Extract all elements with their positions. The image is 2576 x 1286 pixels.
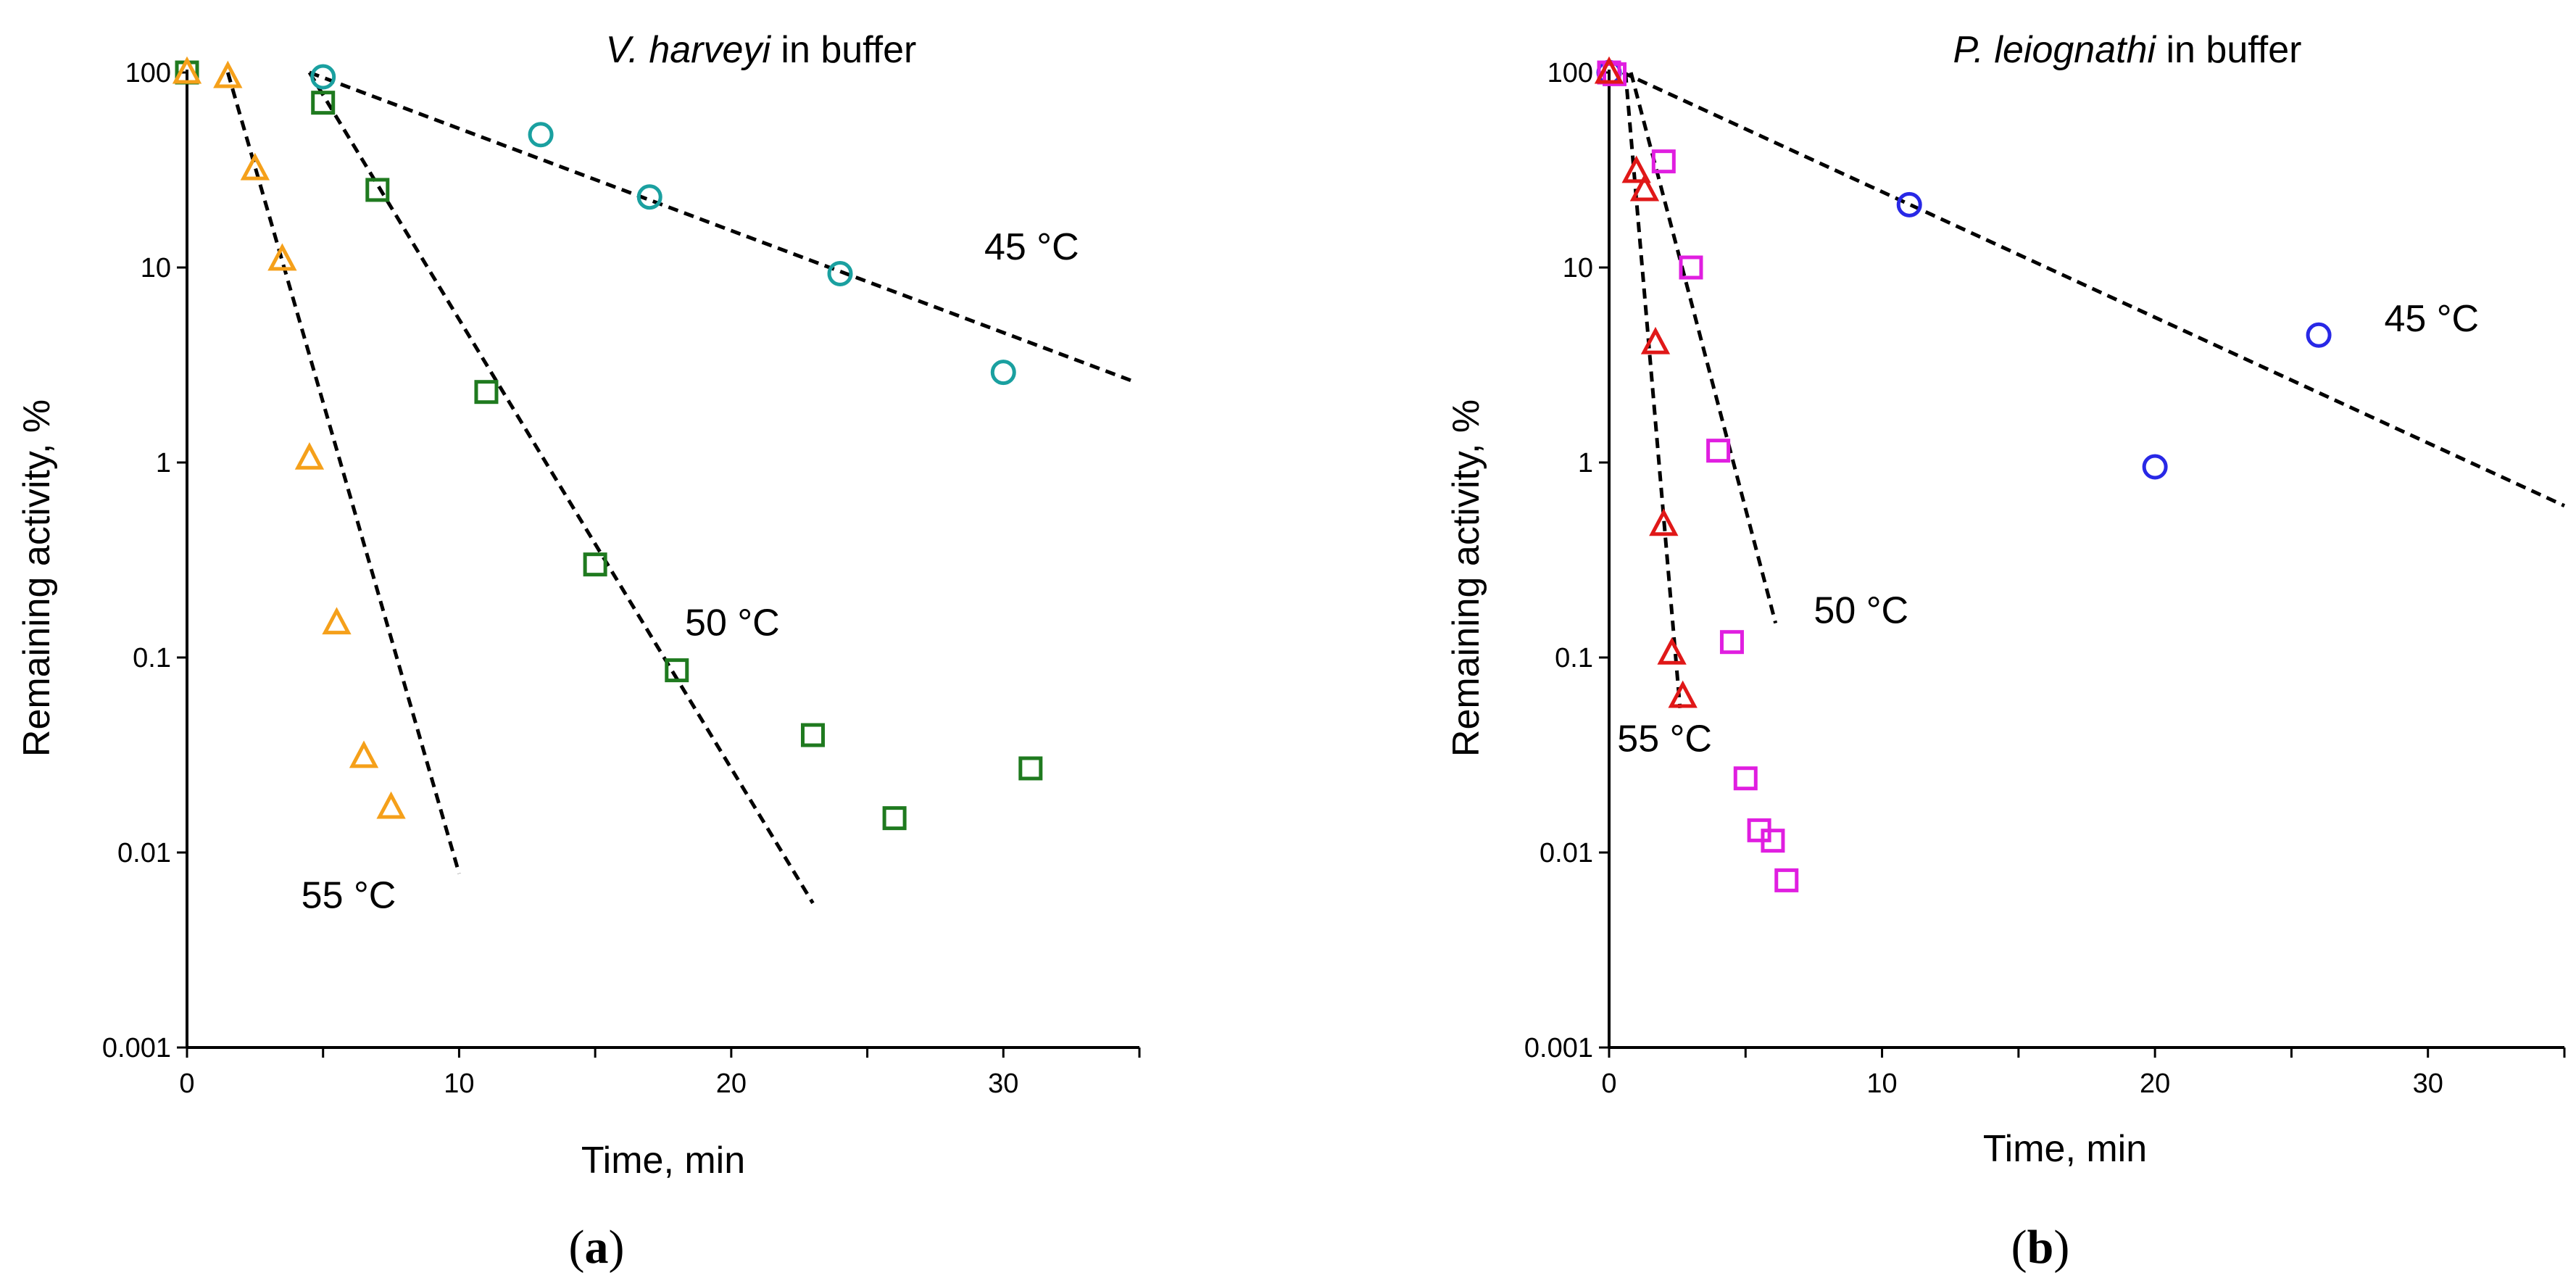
y-axis-title: Remaining activity, % [16,399,58,757]
x-tick-label: 20 [2140,1069,2170,1099]
data-point-triangle [349,740,379,768]
data-point-circle [2306,322,2332,348]
chart-title: V. harveyi in buffer [606,29,917,71]
panel-letter: a [585,1221,609,1274]
x-axis-title: Time, min [581,1140,745,1182]
temperature-annotation: 50 °C [1813,590,1908,632]
y-tick-label: 0.001 [102,1033,171,1063]
x-axis-title: Time, min [1983,1128,2147,1170]
x-tick-label: 30 [988,1069,1018,1099]
temperature-annotation: 50 °C [685,602,780,644]
data-point-triangle [294,441,325,470]
data-point-triangle [213,60,243,88]
data-point-triangle [267,243,297,271]
y-tick-label: 10 [141,253,171,283]
chart-panel-b: 0.001 0.01 0.1 1 10 100 0 10 20 30 Time, min Remain… [1445,29,2566,1274]
data-point-circle [827,260,853,286]
y-tick-label: 100 [125,58,171,88]
data-point-circle [1896,191,1922,217]
data-point-square [474,380,499,405]
data-point-circle [2142,454,2168,480]
data-point-square [311,91,336,115]
data-point-triangle [1640,326,1671,354]
fit-line [1621,70,2566,507]
data-point-circle [528,122,554,148]
temperature-annotation: 45 °C [984,226,1079,268]
x-tick-label: 10 [444,1069,474,1099]
data-point-square [1603,62,1627,86]
data-point-square [1719,630,1744,655]
fit-line [307,71,815,905]
chart-title-rest: in buffer [770,29,916,71]
data-point-triangle [1621,155,1651,183]
y-tick-label: 1 [1578,448,1593,478]
data-point-triangle [1668,680,1698,708]
data-point-square [882,806,907,831]
panel-label: (b) [2011,1221,2070,1274]
data-point-square [1651,149,1676,174]
data-point-square [1761,829,1785,853]
chart-title-species: P. leiognathi [1953,29,2157,71]
data-point-square [583,552,607,577]
x-tick-label: 10 [1866,1069,1897,1099]
fit-line [1624,72,1682,709]
y-tick-label: 0.001 [1524,1033,1593,1063]
panel-label: (a) [569,1221,625,1274]
chart-title-rest: in buffer [2156,29,2301,71]
data-point-triangle [1594,56,1624,84]
data-point-square [665,658,689,683]
data-point-circle [990,360,1016,386]
chart-panel-a: 0.001 0.01 0.1 1 10 100 0 10 20 30 Time, min Remain… [16,29,1141,1274]
data-point-triangle [1657,636,1687,665]
data-point-triangle [376,791,406,819]
data-point-square [1706,439,1731,463]
data-point-triangle [1629,173,1660,202]
data-point-triangle [1649,508,1679,536]
data-point-square [1774,868,1799,892]
temperature-annotation: 45 °C [2384,298,2479,340]
temperature-annotation: 55 °C [1617,718,1712,760]
x-tick-label: 30 [2413,1069,2443,1099]
data-point-triangle [240,152,270,181]
data-point-square [365,178,390,202]
chart-title-species: V. harveyi [606,29,772,71]
y-tick-label: 10 [1563,253,1593,283]
x-tick-label: 20 [716,1069,747,1099]
y-tick-label: 0.1 [133,643,171,673]
x-tick-label: 0 [179,1069,194,1099]
data-point-circle [636,184,662,210]
y-tick-label: 0.1 [1555,643,1593,673]
data-point-circle [310,64,336,90]
y-axis-title: Remaining activity, % [1445,399,1487,757]
chart-title: P. leiognathi in buffer [1953,29,2302,71]
fit-line [225,72,461,874]
data-point-square [1733,766,1758,791]
data-point-triangle [172,56,202,84]
fit-line [1629,72,1778,624]
x-tick-label: 0 [1601,1069,1616,1099]
y-tick-label: 0.01 [1540,838,1593,868]
data-point-square [800,723,825,747]
fit-line [309,70,1135,383]
data-point-square [1018,756,1043,781]
y-tick-label: 1 [156,448,171,478]
y-tick-label: 100 [1547,58,1593,88]
data-point-square [1679,255,1703,280]
temperature-annotation: 55 °C [302,874,396,916]
y-tick-label: 0.01 [117,838,171,868]
panel-letter: b [2027,1221,2054,1274]
data-point-triangle [322,607,352,635]
